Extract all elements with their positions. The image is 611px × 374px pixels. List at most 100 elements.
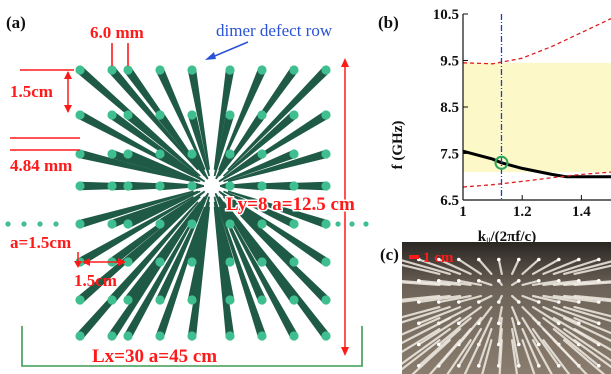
photo-rod-tip — [417, 279, 421, 283]
rod — [218, 196, 266, 265]
photo-rod — [562, 294, 611, 303]
rod — [160, 181, 204, 191]
photo-rod — [510, 317, 520, 346]
rod-tip — [289, 149, 299, 159]
photo-rod — [562, 328, 611, 362]
photo-rod — [573, 328, 611, 352]
photo-rod-tip — [517, 257, 521, 262]
rod — [222, 196, 297, 266]
rod-tip — [225, 181, 235, 191]
vertical-spacing-arrowhead-top — [64, 71, 72, 79]
photo-rod — [457, 306, 482, 325]
photo-rod-tip — [377, 279, 381, 283]
photo-rod — [562, 317, 611, 342]
photo-rod — [542, 306, 580, 325]
rod — [79, 149, 194, 183]
x-axis-label-rest: /(2πf/c) — [490, 229, 537, 245]
photo-rod — [446, 339, 472, 374]
photo-rod-tip — [597, 257, 601, 262]
rod — [218, 150, 265, 183]
rod — [78, 190, 194, 229]
photo-rod — [542, 294, 580, 304]
ly-arrowhead-top — [341, 58, 349, 67]
photo-rod — [402, 294, 441, 301]
x-axis-label-main: k — [478, 229, 487, 245]
photo-rod-tip — [537, 342, 541, 347]
array-center — [206, 180, 218, 192]
rod-diameter-label: 4.84 mm — [10, 156, 72, 175]
rod-tip — [155, 110, 165, 120]
lattice-constant-arrowhead — [74, 261, 82, 268]
photo-rod-tip — [477, 257, 481, 262]
photo-rod-tip — [557, 364, 561, 368]
photo-rod — [531, 294, 560, 304]
photo-rod — [521, 339, 536, 374]
photo-rod — [521, 328, 540, 367]
photo-rod-tip — [377, 364, 381, 368]
panel-b: (b) 6.57.58.59.510.511.21.4 f (GHz) k||/… — [378, 7, 611, 248]
photo-rod — [457, 294, 482, 304]
photo-rod — [552, 339, 588, 374]
photo-rod — [573, 306, 611, 318]
photo-rod — [542, 317, 580, 346]
rod-tip — [225, 65, 235, 75]
rod-tip — [123, 219, 133, 229]
photo-rod-tip — [457, 321, 461, 326]
scale-bar-label: 1 cm — [423, 250, 454, 266]
rod-tip — [257, 331, 267, 341]
photo-rod — [437, 317, 472, 346]
y-tick-label: 9.5 — [440, 54, 459, 70]
photo-rod-tip — [437, 279, 441, 283]
y-tick-label: 10.5 — [433, 7, 459, 23]
defect-row-arrow — [209, 41, 249, 59]
photo-rod — [531, 258, 560, 275]
rod-tip — [123, 331, 133, 341]
photo-rod — [437, 294, 472, 304]
y-tick-label: 6.5 — [440, 193, 459, 209]
photo-rod-tip — [597, 364, 601, 368]
photo-rod-tip — [397, 364, 401, 368]
photo-rod-tip — [397, 322, 401, 326]
photo-rod — [463, 339, 482, 374]
right-continuation-dots — [335, 221, 369, 227]
rod — [223, 150, 296, 183]
x-tick-label: 1.2 — [513, 204, 532, 220]
rod — [223, 190, 296, 228]
rod — [108, 67, 199, 171]
rod — [125, 196, 201, 266]
photo-rod — [531, 328, 560, 367]
rod — [220, 181, 262, 191]
photo-rod-tip — [417, 300, 421, 304]
photo-rod — [521, 258, 540, 275]
rod-tip — [289, 331, 299, 341]
panel-c-label: (c) — [380, 245, 399, 264]
photo-rod-tip — [457, 364, 461, 368]
photo-rod — [552, 306, 600, 325]
panel-c: (c) 1 cm — [377, 242, 611, 374]
photo-rod — [521, 279, 540, 286]
dispersion-plot: 6.5 7.5 8.5 9.5 10.5 1 1.2 1.4 — [433, 7, 611, 220]
photo-rod-tip — [477, 300, 481, 304]
photo-rod-tip — [517, 364, 521, 368]
photo-rod — [402, 306, 441, 319]
photo-rod-tip — [537, 364, 541, 368]
horizontal-spacing-arrowhead-left — [82, 258, 90, 266]
photo-rod — [417, 258, 462, 275]
y-tick-label: 7.5 — [440, 147, 459, 163]
photo-rod-tip — [457, 257, 461, 262]
rod-tip — [123, 110, 133, 120]
photo-rod — [552, 328, 600, 367]
rod — [213, 69, 235, 170]
lx-label: Lx=30 a=45 cm — [92, 346, 217, 367]
photo-rod — [573, 294, 611, 301]
rod-tip — [75, 65, 85, 75]
rod-tip — [225, 257, 235, 267]
rod-tip — [155, 257, 165, 267]
photo-rod — [552, 294, 600, 304]
photo-rod — [521, 294, 540, 304]
photo-rod — [402, 263, 441, 275]
photo-rod — [437, 258, 472, 275]
rod-tip — [123, 65, 133, 75]
photo-rod-tip — [537, 300, 541, 304]
rod-tip — [187, 257, 197, 267]
